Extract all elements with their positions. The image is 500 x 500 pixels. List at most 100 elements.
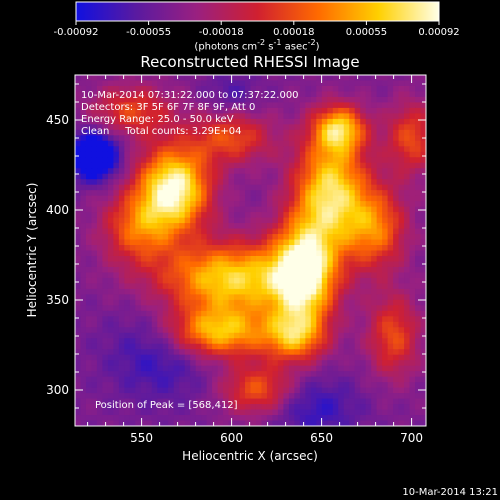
heatmap-cell: [173, 250, 180, 257]
heatmap-cell: [299, 146, 306, 153]
heatmap-cell: [107, 387, 114, 394]
heatmap-cell: [404, 288, 411, 295]
heatmap-cell: [261, 327, 268, 334]
heatmap-cell: [190, 223, 197, 230]
heatmap-cell: [338, 239, 345, 246]
heatmap-cell: [393, 299, 400, 306]
heatmap-cell: [343, 234, 350, 241]
heatmap-cell: [113, 382, 120, 389]
heatmap-cell: [250, 382, 257, 389]
heatmap-cell: [332, 294, 339, 301]
heatmap-cell: [217, 190, 224, 197]
heatmap-cell: [272, 151, 279, 158]
heatmap-cell: [201, 420, 208, 426]
heatmap-cell: [371, 239, 378, 246]
heatmap-cell: [113, 239, 120, 246]
heatmap-cell: [349, 382, 356, 389]
heatmap-cell: [146, 179, 153, 186]
heatmap-cell: [327, 360, 334, 367]
heatmap-cell: [234, 283, 241, 290]
heatmap-cell: [321, 382, 328, 389]
heatmap-cell: [124, 173, 131, 180]
heatmap-cell: [294, 135, 301, 142]
heatmap-cell: [239, 288, 246, 295]
heatmap-cell: [299, 217, 306, 224]
heatmap-cell: [305, 228, 312, 235]
heatmap-cell: [195, 250, 202, 257]
heatmap-cell: [261, 168, 268, 175]
heatmap-cell: [245, 266, 252, 274]
heatmap-cell: [332, 184, 339, 191]
heatmap-cell: [299, 107, 306, 114]
heatmap-cell: [321, 299, 328, 306]
heatmap-cell: [354, 255, 361, 263]
heatmap-cell: [261, 228, 268, 235]
heatmap-cell: [124, 360, 131, 367]
heatmap-cell: [212, 85, 219, 93]
heatmap-cell: [316, 195, 323, 202]
heatmap-cell: [118, 354, 125, 361]
heatmap-cell: [239, 332, 246, 339]
heatmap-cell: [283, 190, 290, 197]
heatmap-cell: [255, 151, 263, 158]
heatmap-cell: [387, 332, 394, 339]
heatmap-cell: [124, 91, 131, 98]
heatmap-cell: [135, 96, 142, 104]
heatmap-cell: [96, 316, 104, 323]
heatmap-cell: [146, 173, 153, 180]
heatmap-cell: [173, 146, 180, 153]
heatmap-cell: [151, 365, 158, 372]
heatmap-cell: [162, 201, 169, 208]
heatmap-cell: [162, 162, 169, 169]
heatmap-cell: [223, 234, 230, 241]
heatmap-cell: [96, 283, 104, 290]
heatmap-cell: [382, 294, 389, 301]
heatmap-cell: [305, 354, 312, 361]
heatmap-cell: [75, 343, 82, 350]
heatmap-cell: [129, 365, 136, 372]
heatmap-cell: [80, 283, 87, 290]
heatmap-cell: [102, 288, 109, 295]
heatmap-cell: [234, 321, 241, 328]
heatmap-cell: [409, 173, 416, 180]
heatmap-cell: [316, 294, 323, 301]
heatmap-cell: [310, 354, 317, 361]
heatmap-cell: [404, 239, 411, 246]
heatmap-cell: [387, 294, 394, 301]
heatmap-cell: [179, 376, 186, 383]
heatmap-cell: [96, 228, 104, 235]
heatmap-cell: [234, 349, 241, 356]
heatmap-cell: [129, 299, 136, 306]
heatmap-cell: [409, 91, 416, 98]
heatmap-cell: [113, 217, 120, 224]
heatmap-cell: [387, 255, 394, 263]
heatmap-cell: [239, 255, 246, 263]
heatmap-cell: [184, 288, 191, 295]
heatmap-cell: [255, 107, 263, 114]
heatmap-cell: [288, 162, 295, 169]
heatmap-cell: [234, 157, 241, 164]
heatmap-cell: [316, 124, 323, 131]
heatmap-cell: [146, 338, 153, 345]
heatmap-cell: [157, 398, 164, 405]
heatmap-cell: [206, 245, 213, 252]
heatmap-cell: [250, 398, 257, 405]
heatmap-cell: [107, 195, 114, 202]
heatmap-cell: [85, 305, 93, 312]
heatmap-cell: [277, 75, 284, 82]
heatmap-cell: [80, 420, 87, 426]
heatmap-cell: [420, 288, 426, 295]
heatmap-cell: [255, 283, 263, 290]
heatmap-cell: [201, 255, 208, 263]
heatmap-cell: [299, 261, 306, 268]
heatmap-cell: [250, 376, 257, 383]
heatmap-cell: [223, 179, 230, 186]
heatmap-cell: [96, 96, 104, 104]
colorbar: [75, 1, 440, 22]
heatmap-cell: [146, 393, 153, 400]
heatmap-cell: [96, 239, 104, 246]
heatmap-cell: [80, 157, 87, 164]
heatmap-cell: [223, 393, 230, 400]
heatmap-cell: [212, 140, 219, 147]
heatmap-cell: [354, 338, 361, 345]
